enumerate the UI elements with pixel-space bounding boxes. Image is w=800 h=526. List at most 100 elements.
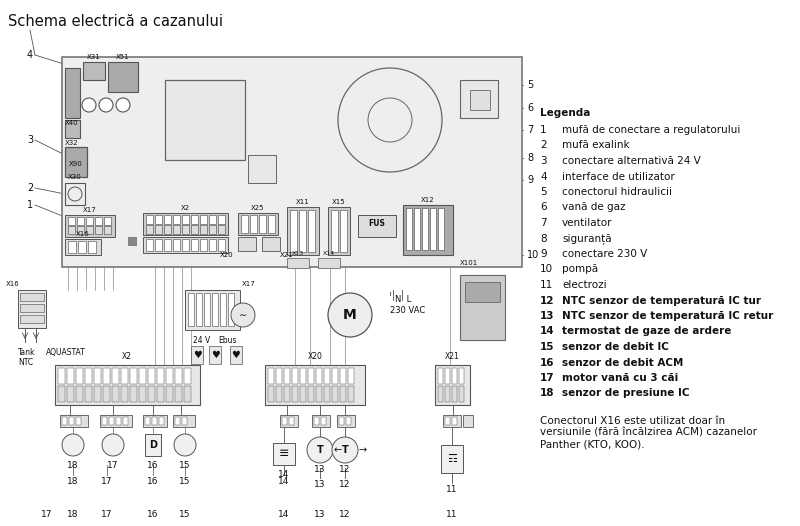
Bar bbox=[460, 275, 505, 340]
Bar bbox=[280, 415, 298, 427]
Bar bbox=[164, 225, 171, 234]
Text: 15: 15 bbox=[179, 510, 190, 519]
Text: M: M bbox=[343, 308, 357, 322]
Text: 12: 12 bbox=[339, 480, 350, 489]
Bar bbox=[209, 346, 221, 364]
Text: ∼: ∼ bbox=[239, 310, 247, 320]
Bar bbox=[68, 217, 75, 225]
Bar bbox=[445, 386, 450, 402]
Bar bbox=[116, 417, 121, 425]
Text: X31: X31 bbox=[87, 54, 101, 60]
Bar bbox=[308, 368, 314, 384]
Text: mufă exalink: mufă exalink bbox=[562, 140, 630, 150]
Text: siguranță: siguranță bbox=[562, 234, 612, 245]
Bar bbox=[414, 208, 420, 250]
Bar bbox=[204, 293, 210, 326]
Text: 17: 17 bbox=[42, 510, 53, 519]
Text: 17: 17 bbox=[107, 461, 118, 470]
Text: 13: 13 bbox=[540, 311, 554, 321]
Bar bbox=[85, 368, 92, 384]
Bar bbox=[112, 386, 119, 402]
Bar bbox=[259, 215, 266, 233]
Bar bbox=[173, 239, 180, 251]
Bar bbox=[108, 62, 138, 92]
Text: 6: 6 bbox=[527, 103, 533, 113]
Bar bbox=[18, 290, 46, 328]
Text: vană de gaz: vană de gaz bbox=[562, 203, 626, 213]
Bar bbox=[104, 217, 111, 225]
Text: X21: X21 bbox=[445, 352, 459, 361]
Bar bbox=[406, 208, 412, 250]
Bar bbox=[314, 417, 319, 425]
Bar bbox=[77, 226, 84, 234]
Bar bbox=[290, 210, 297, 252]
Bar bbox=[265, 365, 365, 405]
Text: 1: 1 bbox=[540, 125, 546, 135]
Bar bbox=[218, 225, 225, 234]
Bar bbox=[238, 213, 278, 235]
Bar bbox=[300, 386, 306, 402]
Bar bbox=[438, 368, 443, 384]
Text: 16: 16 bbox=[147, 477, 158, 486]
Bar bbox=[164, 215, 171, 224]
Bar bbox=[287, 258, 309, 268]
Text: 4: 4 bbox=[540, 171, 546, 181]
Text: X25: X25 bbox=[251, 205, 265, 211]
Bar bbox=[130, 386, 137, 402]
Bar bbox=[102, 417, 107, 425]
Text: 13: 13 bbox=[314, 480, 326, 489]
Bar bbox=[276, 368, 282, 384]
Bar bbox=[441, 445, 463, 473]
Bar bbox=[67, 368, 74, 384]
Bar bbox=[445, 368, 450, 384]
Bar bbox=[182, 215, 189, 224]
Bar bbox=[173, 215, 180, 224]
Text: 2: 2 bbox=[540, 140, 546, 150]
Text: electrozi: electrozi bbox=[562, 280, 606, 290]
Bar bbox=[77, 217, 84, 225]
Text: Legenda: Legenda bbox=[540, 108, 590, 118]
Bar bbox=[248, 155, 276, 183]
Text: ♥: ♥ bbox=[232, 350, 240, 360]
Text: 10: 10 bbox=[540, 265, 553, 275]
Bar bbox=[220, 293, 226, 326]
Text: motor vană cu 3 căi: motor vană cu 3 căi bbox=[562, 373, 678, 383]
Text: X32: X32 bbox=[65, 140, 79, 146]
Circle shape bbox=[174, 434, 196, 456]
Bar bbox=[430, 208, 436, 250]
Text: Tank
NTC: Tank NTC bbox=[18, 348, 35, 367]
Bar bbox=[435, 365, 470, 405]
Bar bbox=[228, 293, 234, 326]
Bar bbox=[209, 225, 216, 234]
Bar bbox=[121, 386, 128, 402]
Bar bbox=[191, 225, 198, 234]
Bar bbox=[95, 217, 102, 225]
Bar bbox=[184, 368, 191, 384]
Bar bbox=[62, 417, 67, 425]
Bar bbox=[65, 147, 87, 177]
Text: 1: 1 bbox=[27, 200, 33, 210]
Text: X90: X90 bbox=[69, 161, 83, 167]
Bar bbox=[164, 239, 171, 251]
Bar bbox=[143, 237, 228, 253]
Text: X12: X12 bbox=[421, 197, 435, 203]
Bar bbox=[316, 368, 322, 384]
Bar bbox=[324, 386, 330, 402]
Bar bbox=[218, 215, 225, 224]
Bar bbox=[148, 368, 155, 384]
Bar bbox=[346, 417, 351, 425]
Text: 11: 11 bbox=[446, 510, 458, 519]
Bar bbox=[318, 258, 340, 268]
Text: 12: 12 bbox=[540, 296, 554, 306]
Text: 24 V: 24 V bbox=[193, 336, 210, 345]
Text: Ebus: Ebus bbox=[218, 336, 237, 345]
Bar bbox=[403, 205, 453, 255]
Bar bbox=[159, 417, 164, 425]
Bar bbox=[94, 368, 101, 384]
Bar bbox=[128, 237, 136, 245]
Text: conectorul hidraulicii: conectorul hidraulicii bbox=[562, 187, 672, 197]
Bar bbox=[86, 226, 93, 234]
Text: 8: 8 bbox=[540, 234, 546, 244]
Text: X17: X17 bbox=[83, 207, 97, 213]
Text: X17: X17 bbox=[242, 281, 256, 287]
